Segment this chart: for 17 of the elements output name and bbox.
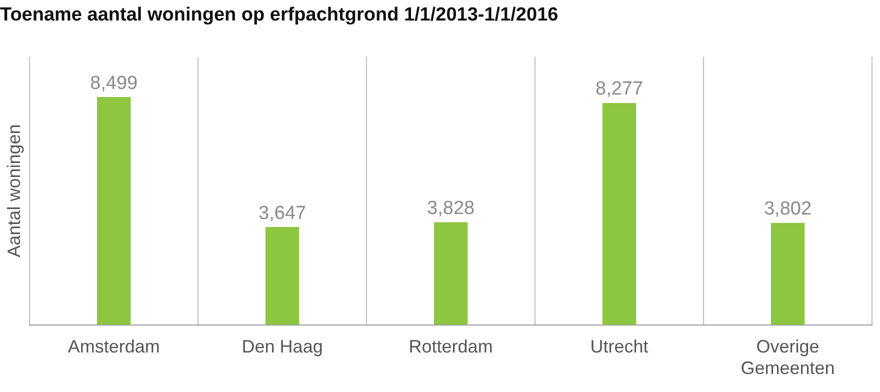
x-tick-label: Amsterdam xyxy=(68,336,160,357)
data-label: 8,499 xyxy=(90,72,138,94)
bar xyxy=(265,227,300,325)
data-label: 8,277 xyxy=(596,78,644,100)
bar xyxy=(602,102,636,325)
chart-title: Toename aantal woningen op erfpachtgrond 1/1/2013-1/1/2016 xyxy=(0,4,558,26)
bar xyxy=(770,222,805,325)
x-tick-label: Den Haag xyxy=(242,336,323,357)
x-tick-label: Overige Gemeenten xyxy=(740,336,835,378)
bar xyxy=(434,222,468,325)
data-label: 3,647 xyxy=(258,202,306,224)
x-tick-label: Rotterdam xyxy=(408,336,493,357)
data-label: 3,828 xyxy=(427,198,475,219)
data-label: 3,802 xyxy=(764,198,812,220)
bar xyxy=(96,97,131,325)
x-tick-label: Utrecht xyxy=(590,336,648,357)
y-axis-title: Aantal woningen xyxy=(4,124,24,258)
